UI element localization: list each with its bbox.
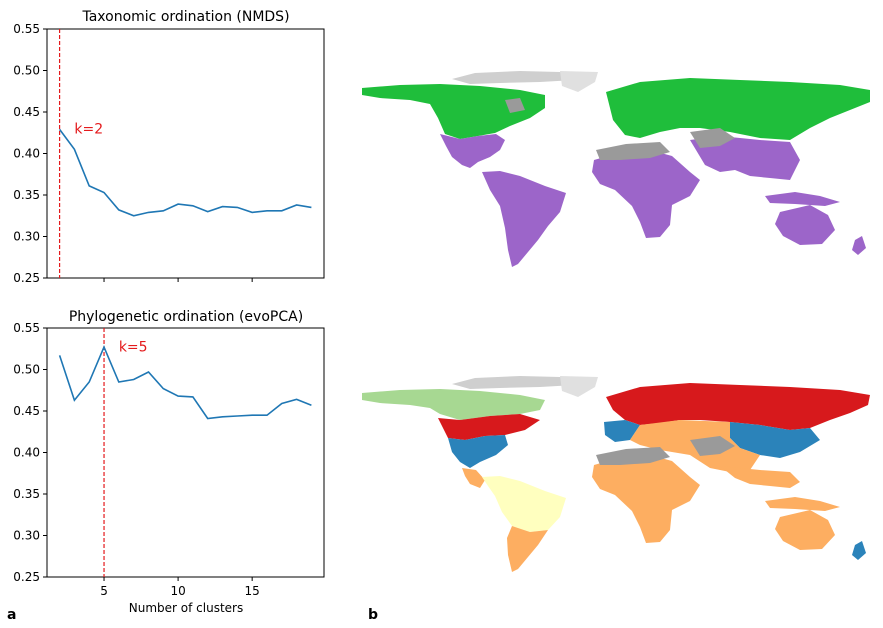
world-map-phylogenetic xyxy=(362,376,870,572)
map1-indonesia xyxy=(765,192,840,206)
plot-frame-evopca xyxy=(46,327,325,578)
map2-new-zealand xyxy=(852,541,866,560)
plot-frame-nmds xyxy=(46,28,325,279)
x-axis-label: Number of clusters xyxy=(129,601,243,615)
map2-gray-patch-2 xyxy=(690,436,735,456)
y-tick-label: 0.30 xyxy=(13,529,40,543)
map2-na-temperate-blue xyxy=(448,435,508,468)
annotation-k-nmds: k=2 xyxy=(74,122,103,138)
map2-australia xyxy=(775,510,835,550)
series-line-nmds xyxy=(58,128,312,217)
y-tick-label: 0.45 xyxy=(13,404,40,418)
map1-australia xyxy=(775,205,835,245)
y-tick-label: 0.40 xyxy=(13,446,40,460)
map1-south-asia xyxy=(690,136,800,180)
y-tick-label: 0.35 xyxy=(13,188,40,202)
map2-south-america-tropical xyxy=(482,476,566,532)
chart-evopca: Phylogenetic ordination (evoPCA) 0.550.5… xyxy=(13,309,325,615)
panel-label-b: b xyxy=(368,607,378,623)
y-tick-label: 0.35 xyxy=(13,487,40,501)
y-tick-label: 0.55 xyxy=(13,22,40,36)
x-tick-label: 5 xyxy=(100,584,108,598)
chart-title-nmds: Taxonomic ordination (NMDS) xyxy=(81,9,289,25)
y-axis-evopca: 0.55 0.50 0.45 0.40 0.35 0.30 0.25 xyxy=(13,321,47,584)
map1-eurasia-north xyxy=(606,78,870,140)
y-tick-label: 0.30 xyxy=(13,230,40,244)
map2-gray-patch-1 xyxy=(596,447,670,465)
map1-gray-patch-3 xyxy=(505,98,525,113)
y-tick-label: 0.25 xyxy=(13,271,40,285)
map2-eurasia-red xyxy=(606,383,870,430)
chart-nmds: Taxonomic ordination (NMDS) 0.55 0.50 0.45… xyxy=(13,9,325,285)
x-tick-label: 15 xyxy=(245,584,260,598)
annotation-k-evopca: k=5 xyxy=(119,339,148,355)
map1-africa xyxy=(592,150,700,238)
y-tick-label: 0.45 xyxy=(13,105,40,119)
x-axis-nmds xyxy=(103,278,253,282)
map2-central-america xyxy=(462,468,485,488)
world-map-taxonomic xyxy=(362,71,870,267)
y-tick-label: 0.50 xyxy=(13,64,40,78)
map2-south-asia xyxy=(720,466,800,488)
y-tick-label: 0.40 xyxy=(13,147,40,161)
y-tick-label: 0.50 xyxy=(13,363,40,377)
map2-eurasia-blue xyxy=(604,420,640,442)
map1-central-north-america xyxy=(440,134,505,168)
series-line-evopca xyxy=(58,345,312,420)
map2-greenland xyxy=(560,376,598,397)
map2-south-america-south xyxy=(507,526,548,572)
y-axis-nmds: 0.55 0.50 0.45 0.40 0.35 0.30 0.25 xyxy=(13,22,47,285)
map1-greenland xyxy=(560,71,598,92)
map2-indonesia xyxy=(765,497,840,511)
y-tick-label: 0.55 xyxy=(13,321,40,335)
panel-label-a: a xyxy=(7,607,16,623)
chart-title-evopca: Phylogenetic ordination (evoPCA) xyxy=(69,309,303,325)
map1-arctic-islands xyxy=(452,71,595,84)
map1-gray-patch-2 xyxy=(690,128,735,148)
x-tick-label: 10 xyxy=(170,584,185,598)
map2-alaska-canada xyxy=(362,389,545,420)
map2-africa xyxy=(592,455,700,543)
map2-arctic-islands xyxy=(452,376,595,389)
map2-east-asia-blue xyxy=(730,422,820,458)
map1-gray-patch-1 xyxy=(596,142,670,160)
map1-new-zealand xyxy=(852,236,866,255)
x-axis-evopca: 5 10 15 xyxy=(100,577,260,598)
y-tick-label: 0.25 xyxy=(13,570,40,584)
map1-south-america xyxy=(482,171,566,267)
map2-na-boreal-red xyxy=(438,414,540,440)
map1-north-america-north xyxy=(362,84,545,139)
